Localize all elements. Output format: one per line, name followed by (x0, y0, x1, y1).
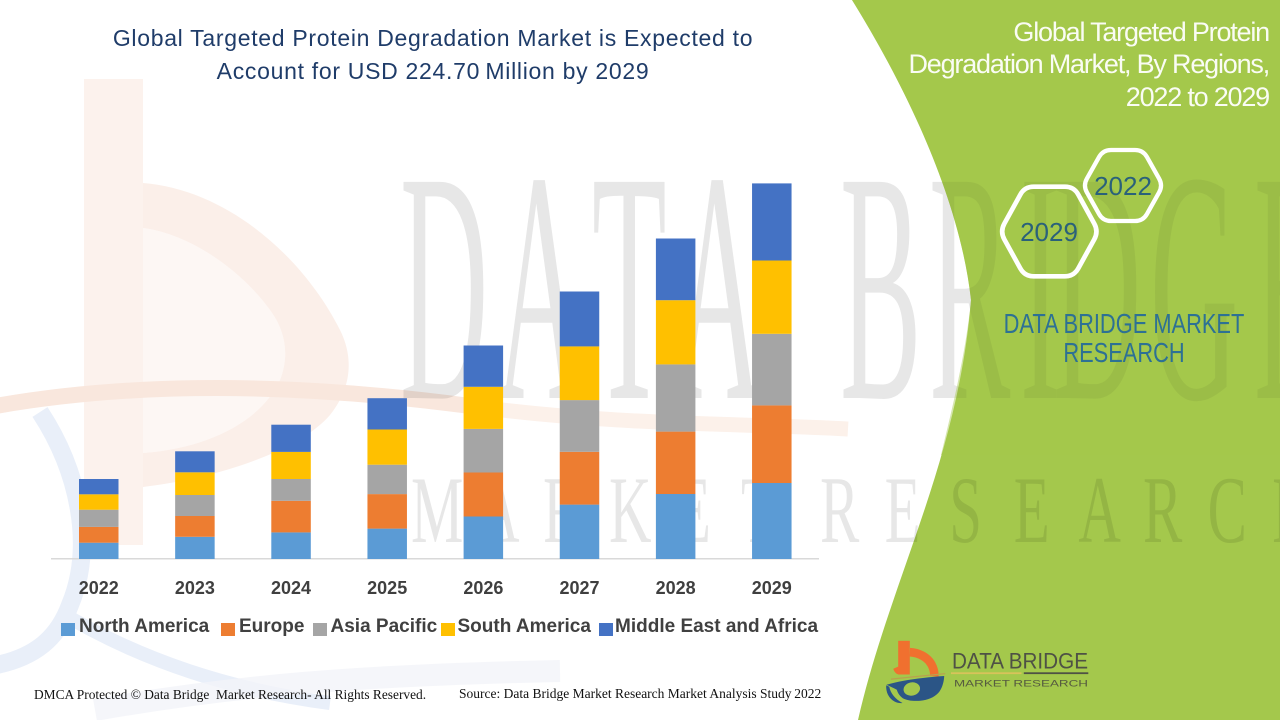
svg-text:S: S (949, 459, 982, 564)
svg-text:I: I (1020, 104, 1061, 470)
svg-text:R: R (820, 459, 859, 564)
svg-text:E: E (885, 459, 921, 564)
svg-text:E: E (1254, 104, 1280, 470)
svg-text:H: H (1272, 459, 1280, 564)
svg-text:MARKET RESEARCH: MARKET RESEARCH (954, 679, 1088, 690)
svg-text:DATA BRIDGE: DATA BRIDGE (952, 648, 1088, 673)
svg-text:M: M (411, 459, 463, 564)
svg-text:K: K (609, 459, 652, 564)
svg-text:R: R (1143, 459, 1182, 564)
svg-text:R: R (929, 104, 1010, 470)
svg-text:C: C (1208, 459, 1247, 564)
svg-text:G: G (1150, 104, 1238, 470)
svg-text:E: E (1014, 459, 1050, 564)
svg-text:T: T (592, 104, 667, 470)
svg-text:A: A (1078, 459, 1121, 564)
svg-text:B: B (840, 104, 921, 470)
